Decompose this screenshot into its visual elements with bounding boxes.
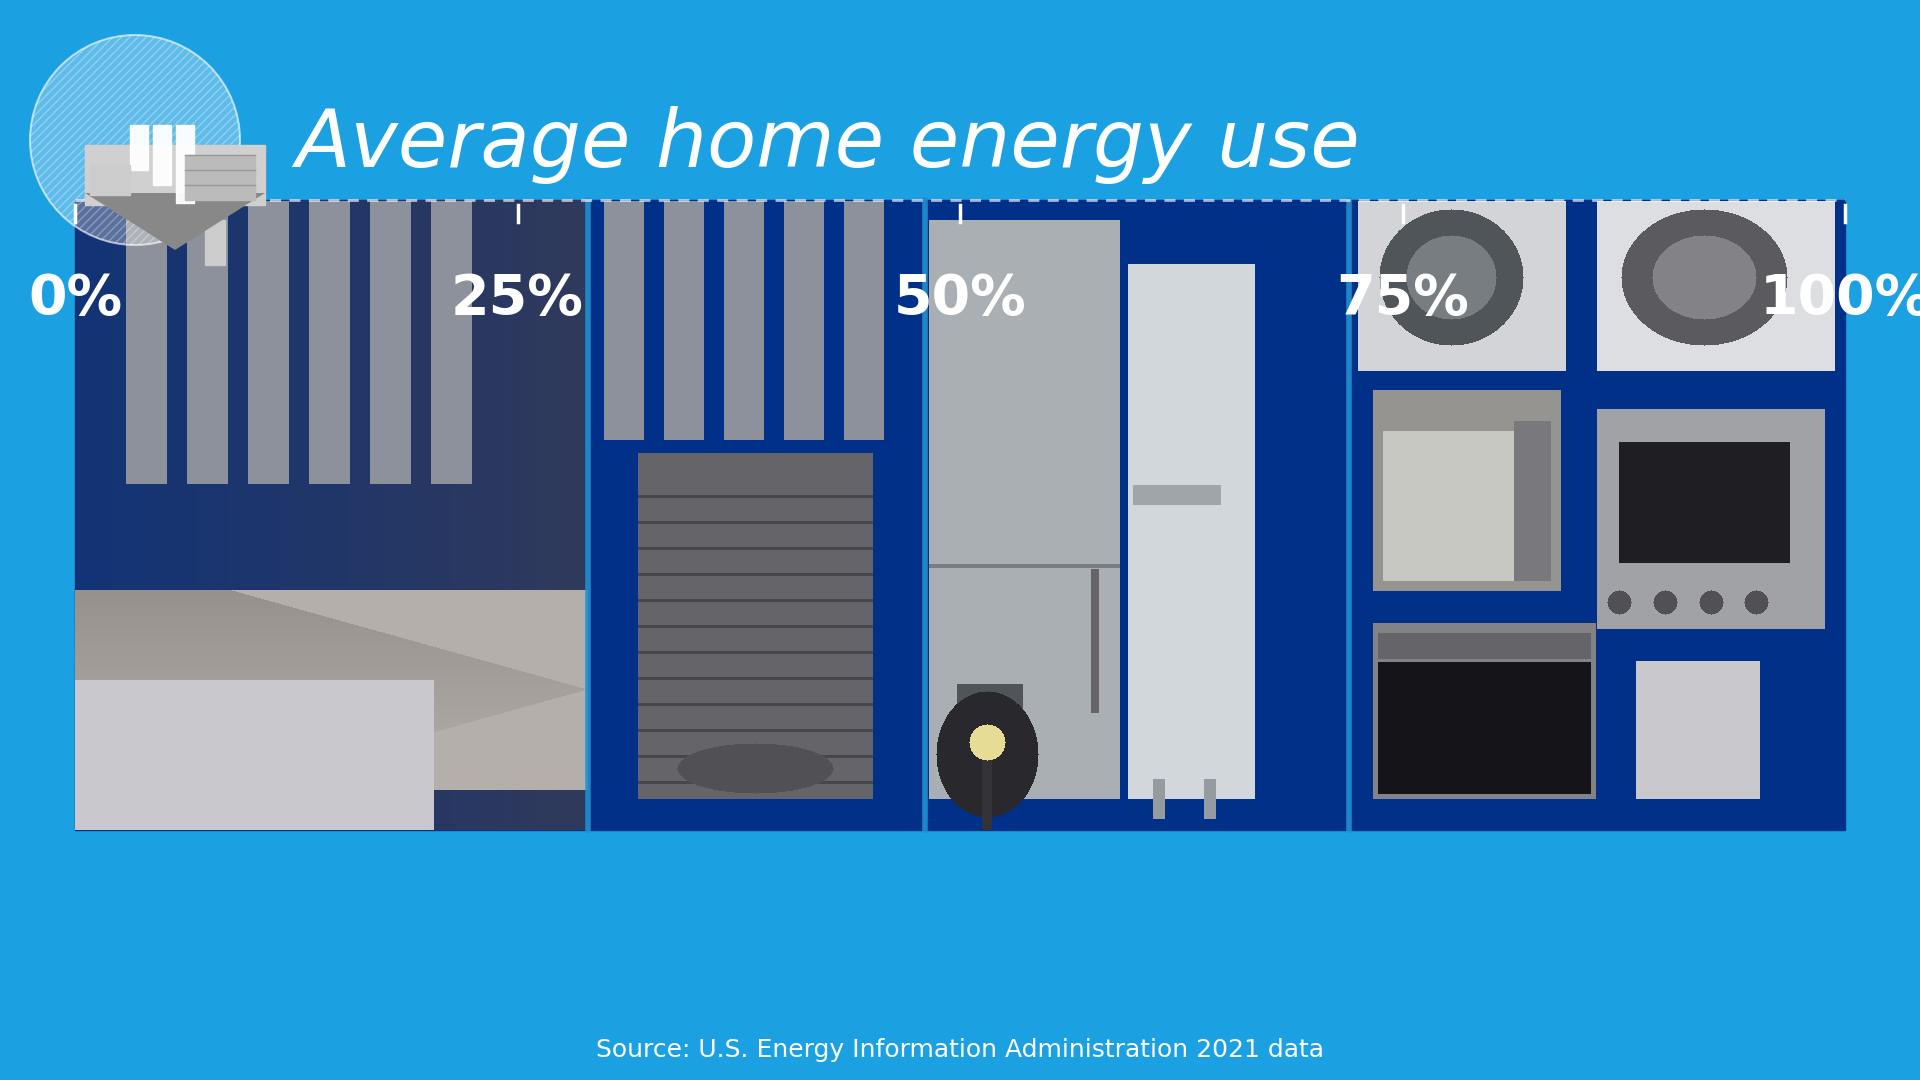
- Bar: [154, 125, 171, 185]
- Bar: [75, 200, 1845, 831]
- Circle shape: [31, 35, 240, 245]
- Text: 75%: 75%: [1336, 272, 1469, 326]
- Text: 50%: 50%: [893, 272, 1027, 326]
- Text: 0%: 0%: [29, 272, 123, 326]
- Bar: [131, 125, 148, 170]
- Bar: [90, 165, 131, 195]
- Polygon shape: [84, 193, 265, 249]
- Bar: [184, 156, 255, 200]
- Text: 25%: 25%: [451, 272, 584, 326]
- Bar: [84, 145, 265, 205]
- Text: Average home energy use: Average home energy use: [296, 106, 1359, 184]
- Bar: [177, 125, 194, 203]
- Bar: [205, 220, 225, 265]
- Text: Source: U.S. Energy Information Administration 2021 data: Source: U.S. Energy Information Administ…: [595, 1038, 1325, 1062]
- Text: 100%: 100%: [1759, 272, 1920, 326]
